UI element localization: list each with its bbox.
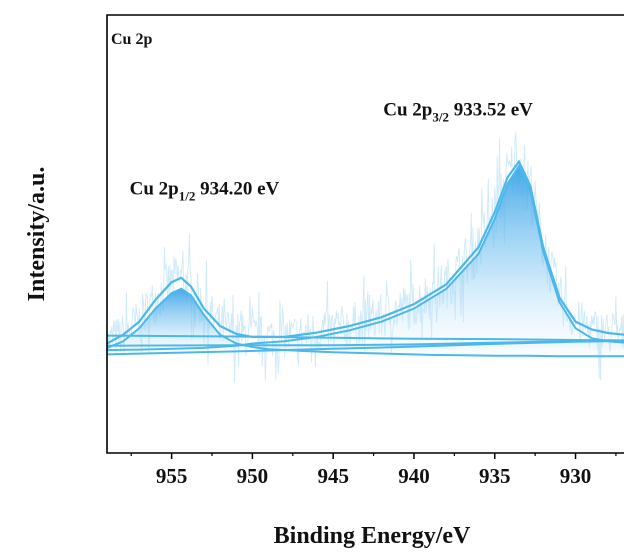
background-line-3: [107, 334, 624, 342]
axes-frame-line: [106, 14, 624, 454]
fit-curves: [107, 159, 624, 358]
axes-frame: [106, 14, 624, 454]
x-axis-ticks: 955 950 945 940 935 930: [130, 453, 617, 488]
x-tick-label: 940: [398, 464, 430, 488]
x-tick-label: 950: [237, 464, 269, 488]
peak-2p3-2-label: Cu 2p3/2 933.52 eV: [383, 100, 533, 125]
peak-line-1: [107, 287, 624, 358]
panel-label: Cu 2p: [111, 31, 152, 48]
x-tick-label: 935: [479, 464, 511, 488]
x-tick-label: 945: [317, 464, 349, 488]
peak-fills: [107, 166, 624, 357]
x-axis-label: Binding Energy/eV: [274, 523, 471, 549]
envelope-line: [107, 159, 624, 345]
peak-fill-1: [107, 288, 624, 357]
y-axis-label: Intensity/a.u.: [24, 167, 50, 302]
peak-2p1-2-label: Cu 2p1/2 934.20 eV: [130, 179, 280, 204]
chart-text: Cu 2p Binding Energy/eV Intensity/a.u. C…: [24, 31, 533, 549]
background-line-2: [107, 339, 624, 356]
peak-line-2: [107, 164, 624, 352]
peak-fill-2: [107, 166, 624, 355]
x-tick-label: 955: [156, 464, 188, 488]
x-tick-label: 930: [560, 464, 592, 488]
